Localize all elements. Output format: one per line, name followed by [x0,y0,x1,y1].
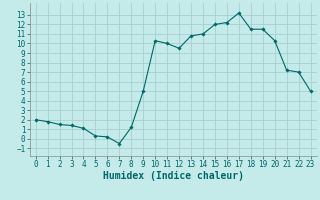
X-axis label: Humidex (Indice chaleur): Humidex (Indice chaleur) [103,170,244,181]
